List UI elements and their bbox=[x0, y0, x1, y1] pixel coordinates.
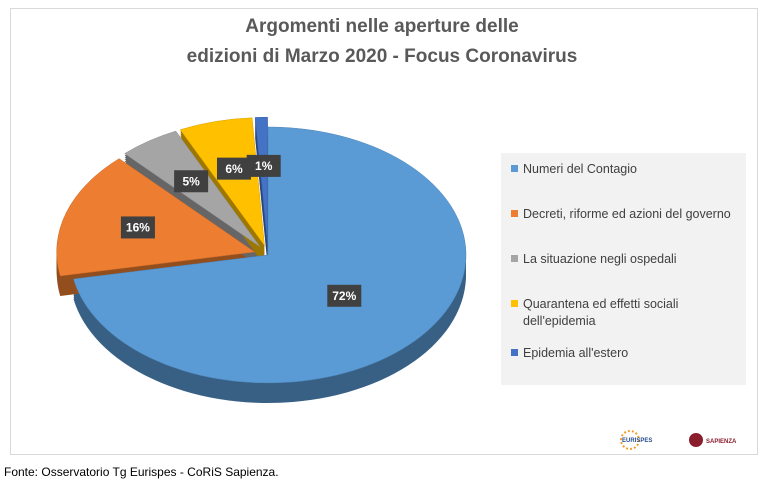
legend-swatch bbox=[511, 165, 518, 172]
data-label-box bbox=[174, 170, 209, 193]
legend-swatch bbox=[511, 349, 518, 356]
source-note: Fonte: Osservatorio Tg Eurispes - CoRiS … bbox=[4, 465, 279, 479]
data-label-text: 6% bbox=[225, 162, 243, 176]
legend-item: La situazione negli ospedali bbox=[511, 251, 739, 268]
data-label: 72% bbox=[327, 284, 362, 307]
data-label-box bbox=[327, 284, 362, 307]
slice bbox=[73, 126, 467, 384]
data-label: 5% bbox=[174, 170, 209, 193]
logo-text: SAPIENZA bbox=[706, 439, 737, 445]
chart-frame bbox=[10, 8, 758, 455]
data-label-box bbox=[246, 154, 281, 177]
data-label-text: 5% bbox=[182, 174, 200, 188]
data-label: 1% bbox=[246, 154, 281, 177]
data-label-box bbox=[120, 216, 155, 239]
legend-swatch bbox=[511, 300, 518, 307]
legend-item: Epidemia all'estero bbox=[511, 345, 739, 362]
slice bbox=[56, 158, 256, 277]
legend-label: Quarantena ed effetti sociali dell'epide… bbox=[523, 297, 679, 328]
slice bbox=[254, 116, 268, 246]
legend-label: Epidemia all'estero bbox=[523, 346, 629, 360]
data-label-text: 16% bbox=[126, 221, 150, 235]
legend: Numeri del Contagio Decreti, riforme ed a… bbox=[501, 153, 746, 385]
data-label: 6% bbox=[216, 157, 251, 180]
legend-swatch bbox=[511, 255, 518, 262]
legend-item: Decreti, riforme ed azioni del governo bbox=[511, 206, 739, 223]
legend-swatch bbox=[511, 210, 518, 217]
legend-label: Numeri del Contagio bbox=[523, 162, 637, 176]
logo-mark bbox=[620, 430, 640, 450]
logo-mark bbox=[689, 433, 703, 447]
legend-item: Numeri del Contagio bbox=[511, 161, 739, 178]
pie bbox=[56, 116, 467, 403]
slice bbox=[179, 117, 265, 247]
legend-label: La situazione negli ospedali bbox=[523, 252, 677, 266]
chart-title: Argomenti nelle aperture delle bbox=[245, 16, 518, 37]
chart-title: edizioni di Marzo 2020 - Focus Coronavir… bbox=[187, 46, 578, 67]
logo-text: EURISPES bbox=[622, 438, 652, 444]
data-label-box bbox=[216, 157, 251, 180]
legend-item: Quarantena ed effetti sociali dell'epide… bbox=[511, 296, 739, 330]
logos: EURISPES SAPIENZA bbox=[620, 430, 737, 450]
legend-label: Decreti, riforme ed azioni del governo bbox=[523, 207, 731, 221]
data-label: 16% bbox=[120, 216, 155, 239]
data-label-text: 1% bbox=[255, 159, 273, 173]
data-label-text: 72% bbox=[332, 289, 356, 303]
